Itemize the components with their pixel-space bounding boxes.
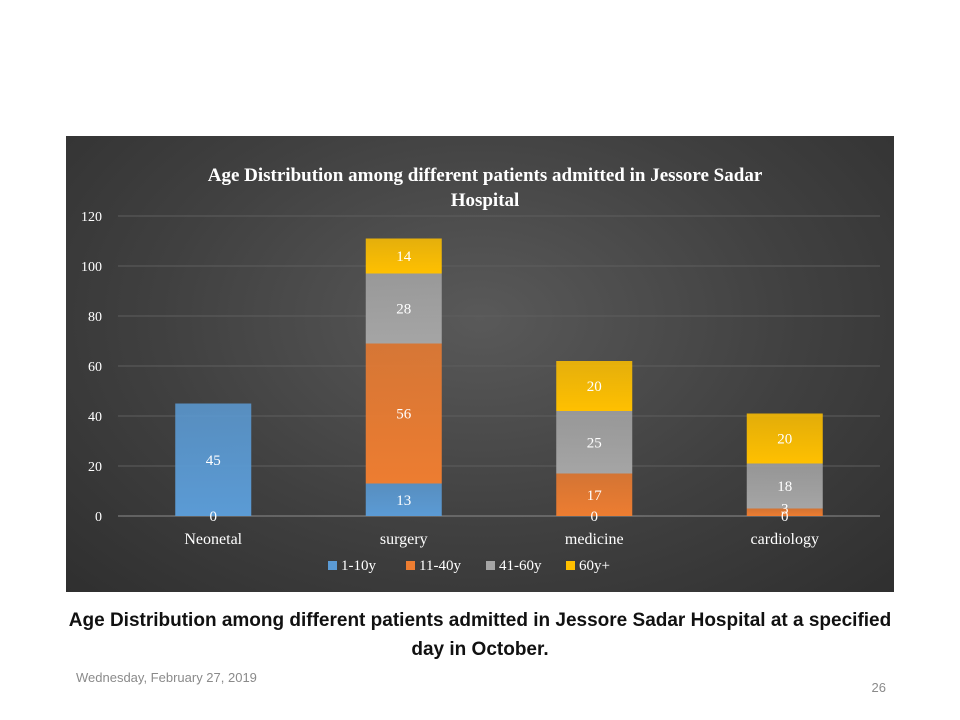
data-label: 56 [396, 407, 412, 423]
data-label: 17 [587, 488, 603, 504]
legend-swatch [328, 561, 337, 570]
y-tick-label: 100 [81, 260, 102, 275]
bar-cardiology-11-40y [746, 508, 823, 516]
data-label: 0 [210, 509, 218, 525]
chart-panel: Age Distribution among different patient… [66, 136, 894, 592]
x-tick-label: medicine [565, 531, 624, 548]
legend-label: 1-10y [341, 558, 376, 574]
y-tick-label: 0 [95, 510, 102, 525]
legend-label: 60y+ [579, 558, 610, 574]
data-label: 20 [777, 432, 792, 448]
footer-date: Wednesday, February 27, 2019 [76, 670, 257, 685]
x-tick-label: surgery [380, 531, 428, 548]
data-label: 14 [396, 249, 412, 265]
y-tick-label: 60 [88, 360, 102, 375]
bar-medicine-41-60y [556, 411, 633, 474]
bar-cardiology-41-60y [746, 463, 823, 509]
data-label: 13 [396, 493, 411, 509]
page-number: 26 [871, 680, 886, 695]
data-label: 18 [777, 479, 792, 495]
bar-surgery-60y+ [365, 238, 442, 274]
bar-surgery-41-60y [365, 273, 442, 344]
bar-neonetal-1-10y [175, 403, 252, 516]
data-label: 28 [396, 302, 411, 318]
legend-label: 11-40y [419, 558, 461, 574]
bar-surgery-1-10y [365, 483, 442, 516]
legend-swatch [566, 561, 575, 570]
chart-title-line-2: Hospital [451, 190, 520, 211]
data-label: 25 [587, 435, 602, 451]
slide-caption: Age Distribution among different patient… [68, 610, 892, 660]
legend-swatch [486, 561, 495, 570]
data-label: 20 [587, 379, 602, 395]
y-tick-label: 80 [88, 310, 102, 325]
y-tick-label: 40 [88, 410, 102, 425]
legend-label: 41-60y [499, 558, 542, 574]
legend-swatch [406, 561, 415, 570]
chart-title-line-1: Age Distribution among different patient… [208, 165, 763, 186]
x-tick-label: cardiology [751, 531, 819, 548]
stacked-bar-chart: Age Distribution among different patient… [81, 165, 880, 574]
data-label: 3 [781, 501, 789, 517]
bar-surgery-11-40y [365, 343, 442, 484]
data-label: 45 [206, 453, 221, 469]
y-tick-label: 20 [88, 460, 102, 475]
bar-cardiology-60y+ [746, 413, 823, 464]
x-tick-label: Neonetal [184, 531, 242, 548]
data-label: 0 [781, 509, 789, 525]
y-tick-label: 120 [81, 210, 102, 225]
bar-medicine-11-40y [556, 473, 633, 516]
data-label: 0 [591, 509, 599, 525]
bar-medicine-60y+ [556, 361, 633, 411]
